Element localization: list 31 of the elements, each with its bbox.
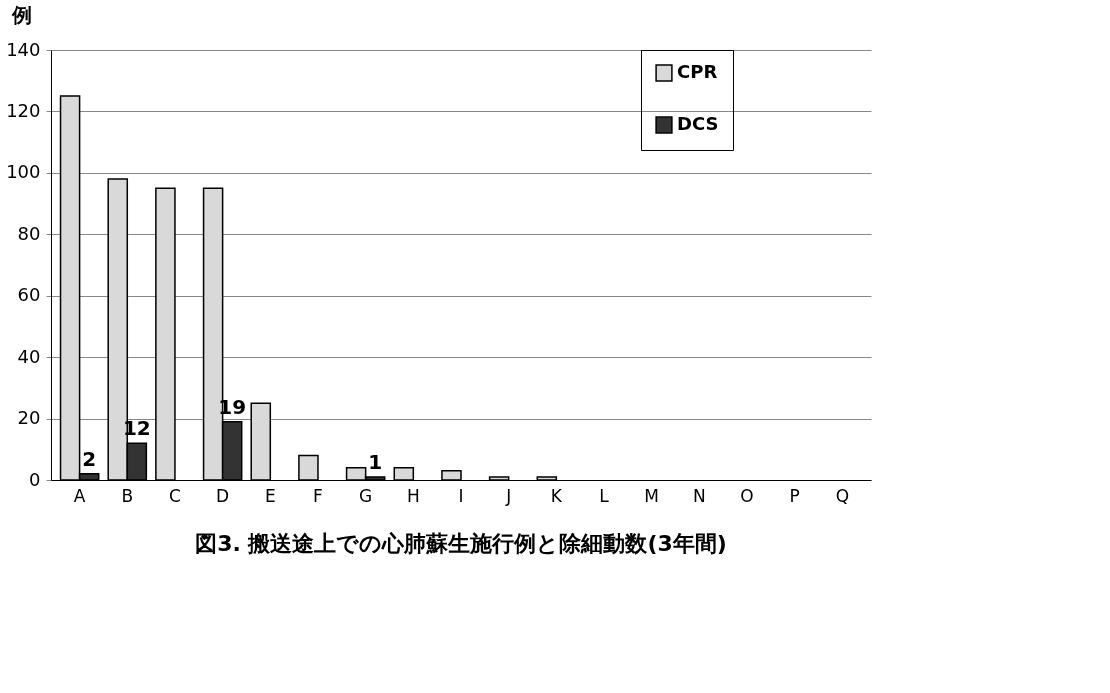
y-tick-label: 0 xyxy=(29,468,41,490)
x-tick-label: H xyxy=(406,485,420,506)
x-tick-label: Q xyxy=(835,485,850,506)
data-label: 2 xyxy=(82,446,97,471)
y-tick-label: 120 xyxy=(6,99,41,121)
x-tick-label: O xyxy=(740,485,754,506)
text: 図3. 搬送途上での心肺蘇生施行例と除細動数(3年間) xyxy=(195,531,727,556)
x-tick-label: M xyxy=(644,485,660,506)
y-axis-title: 例 xyxy=(10,2,32,27)
y-tick-label: 60 xyxy=(17,284,41,306)
legend-label: CPR xyxy=(677,61,718,82)
x-tick-label: I xyxy=(458,485,464,506)
x-tick-label: N xyxy=(693,485,706,506)
y-tick-label: 100 xyxy=(6,161,41,183)
x-tick-label: P xyxy=(789,485,800,506)
x-tick-label: E xyxy=(264,485,276,506)
x-tick-label: G xyxy=(359,485,373,506)
y-tick-label: 40 xyxy=(17,345,41,367)
data-label: 1 xyxy=(368,449,383,474)
y-tick-label: 140 xyxy=(6,38,41,60)
x-tick-label: C xyxy=(169,485,181,506)
x-tick-label: A xyxy=(73,485,86,506)
x-tick-label: K xyxy=(550,485,563,506)
y-tick-label: 80 xyxy=(17,222,41,244)
legend-label: DCS xyxy=(677,113,719,134)
y-tick-label: 20 xyxy=(17,407,41,429)
x-tick-label: B xyxy=(121,485,134,506)
x-tick-label: L xyxy=(599,485,610,506)
x-tick-label: J xyxy=(505,485,512,506)
x-tick-label: D xyxy=(216,485,230,506)
x-tick-label: F xyxy=(313,485,323,506)
